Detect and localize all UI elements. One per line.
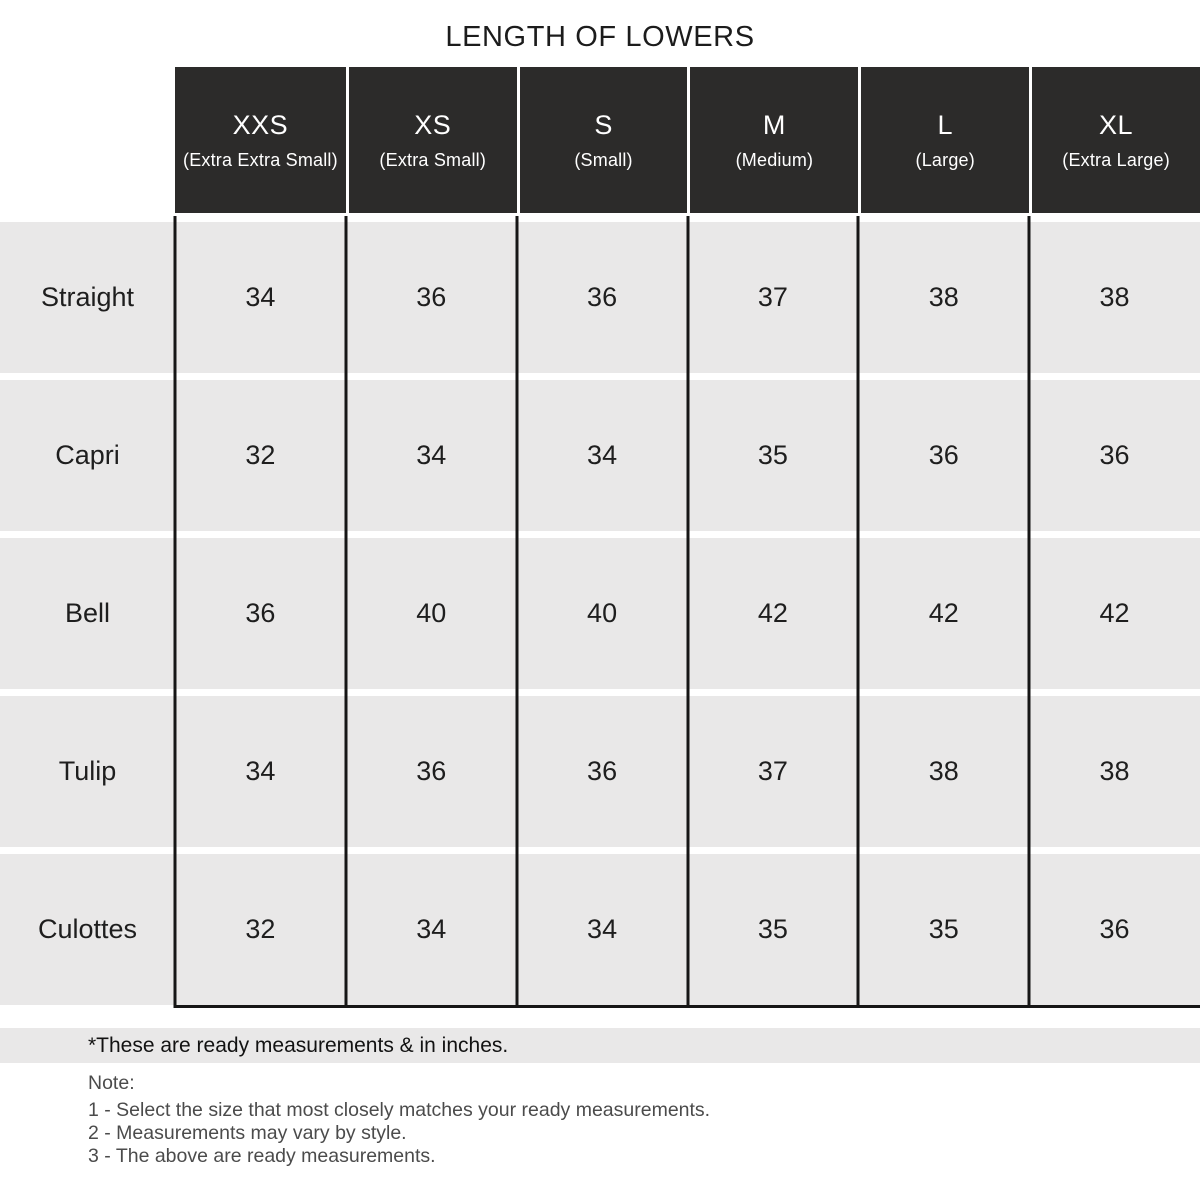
value-cell: 42 — [858, 538, 1030, 689]
value-cell: 34 — [175, 696, 346, 847]
value-cell: 35 — [687, 854, 859, 1005]
note-item: 3 - The above are ready measurements. — [88, 1145, 436, 1167]
value-cell: 36 — [516, 696, 688, 847]
row-label: Bell — [0, 538, 175, 689]
table-row-capri: Capri 32 34 34 35 36 36 — [0, 380, 1200, 531]
header-cell-xs: XS (Extra Small) — [345, 67, 517, 213]
value-cell: 42 — [687, 538, 859, 689]
value-cell: 34 — [175, 222, 346, 373]
table-row-tulip: Tulip 34 36 36 37 38 38 — [0, 696, 1200, 847]
table-grid-line — [173, 216, 177, 1008]
size-name: (Small) — [574, 149, 633, 170]
note-item: 1 - Select the size that most closely ma… — [88, 1099, 711, 1121]
value-cell: 32 — [175, 380, 346, 531]
value-cell: 34 — [516, 854, 688, 1005]
size-code: XL — [1099, 109, 1134, 140]
table-grid-line — [686, 216, 689, 1008]
value-cell: 40 — [345, 538, 517, 689]
value-cell: 35 — [687, 380, 859, 531]
size-code: XS — [414, 109, 452, 140]
value-cell: 38 — [858, 222, 1030, 373]
value-cell: 34 — [345, 854, 517, 1005]
table-grid-line — [1027, 216, 1031, 1008]
size-name: (Medium) — [735, 149, 814, 170]
table-row-culottes: Culottes 32 34 34 35 35 36 — [0, 854, 1200, 1005]
value-cell: 38 — [1029, 222, 1200, 373]
value-cell: 40 — [516, 538, 688, 689]
header-cell-xl: XL (Extra Large) — [1029, 67, 1200, 213]
row-label: Capri — [0, 380, 175, 531]
value-cell: 36 — [345, 696, 517, 847]
size-code: S — [594, 109, 613, 140]
value-cell: 37 — [687, 222, 859, 373]
table-grid-line — [515, 216, 519, 1008]
size-code: L — [937, 109, 953, 140]
value-cell: 34 — [345, 380, 517, 531]
table-grid-line — [856, 216, 860, 1008]
row-label: Tulip — [0, 696, 175, 847]
table-grid-line — [344, 216, 348, 1008]
value-cell: 37 — [687, 696, 859, 847]
notes-block: Note: 1 - Select the size that most clos… — [88, 1072, 710, 1168]
header-cell-s: S (Small) — [516, 67, 688, 213]
table-row-straight: Straight 34 36 36 37 38 38 — [0, 222, 1200, 373]
size-code: XXS — [232, 109, 289, 140]
header-cell-xxs: XXS (Extra Extra Small) — [175, 67, 346, 213]
value-cell: 36 — [175, 538, 346, 689]
value-cell: 35 — [858, 854, 1030, 1005]
size-chart-body: Straight 34 36 36 37 38 38 Capri 32 34 3… — [0, 222, 1200, 1005]
measurement-footnote: *These are ready measurements & in inche… — [0, 1028, 1200, 1063]
header-cell-l: L (Large) — [858, 67, 1030, 213]
value-cell: 36 — [858, 380, 1030, 531]
note-item: 2 - Measurements may vary by style. — [88, 1122, 407, 1144]
size-chart-header-row: XXS (Extra Extra Small) XS (Extra Small)… — [175, 67, 1200, 213]
size-name: (Extra Large) — [1062, 149, 1170, 170]
page-title: LENGTH OF LOWERS — [445, 21, 755, 53]
row-label: Straight — [0, 222, 175, 373]
value-cell: 34 — [516, 380, 688, 531]
size-name: (Large) — [915, 149, 975, 170]
value-cell: 36 — [1029, 854, 1200, 1005]
footnote-text: *These are ready measurements & in inche… — [88, 1033, 509, 1057]
header-cell-m: M (Medium) — [687, 67, 859, 213]
value-cell: 42 — [1029, 538, 1200, 689]
value-cell: 36 — [516, 222, 688, 373]
value-cell: 38 — [858, 696, 1030, 847]
value-cell: 36 — [345, 222, 517, 373]
value-cell: 38 — [1029, 696, 1200, 847]
size-name: (Extra Extra Small) — [183, 149, 338, 170]
table-bottom-border — [175, 1005, 1200, 1008]
notes-heading: Note: — [88, 1072, 135, 1094]
row-label: Culottes — [0, 854, 175, 1005]
table-row-bell: Bell 36 40 40 42 42 42 — [0, 538, 1200, 689]
value-cell: 32 — [175, 854, 346, 1005]
value-cell: 36 — [1029, 380, 1200, 531]
size-code: M — [762, 109, 786, 140]
size-name: (Extra Small) — [379, 149, 487, 170]
